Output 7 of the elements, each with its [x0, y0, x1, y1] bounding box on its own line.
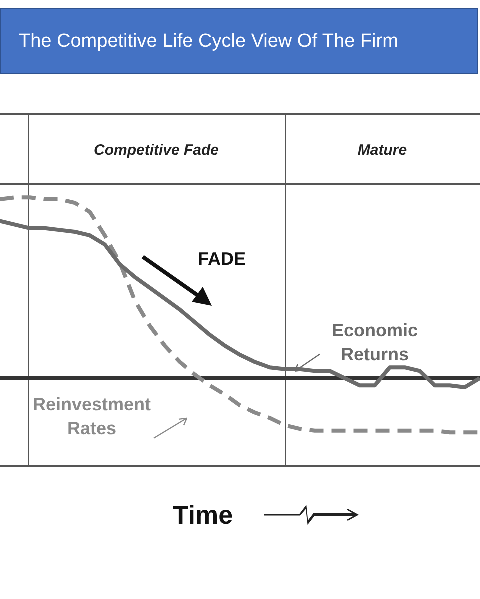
text: Competitive Fade — [92, 141, 220, 161]
annotation: FADE — [198, 249, 246, 269]
text: Mature — [356, 141, 408, 161]
chart-title: The Competitive Life Cycle View Of The Firm — [0, 8, 478, 74]
series-label: Economic Returns — [332, 320, 418, 364]
x-axis-title: Time — [172, 500, 234, 531]
legend-label: Reinvestment Rates — [32, 394, 152, 438]
